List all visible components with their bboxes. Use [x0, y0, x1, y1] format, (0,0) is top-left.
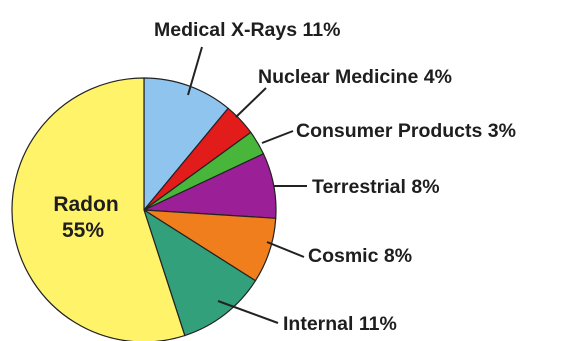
leader-lines-layer	[187, 46, 307, 324]
pie-slice-medical-x-rays	[143, 77, 229, 212]
leader-line-consumer-products	[261, 130, 294, 144]
leader-line-internal	[217, 300, 279, 324]
leader-line-medical-x-rays	[187, 46, 203, 96]
slice-label-cosmic: Cosmic 8%	[308, 245, 412, 267]
slice-label-nuclear-medicine: Nuclear Medicine 4%	[258, 66, 452, 88]
slice-label-medical-x-rays: Medical X-Rays 11%	[154, 19, 340, 41]
slice-label-internal: Internal 11%	[283, 313, 397, 335]
leader-line-nuclear-medicine	[235, 87, 267, 118]
leader-line-cosmic	[266, 241, 305, 258]
slices-layer	[11, 77, 277, 341]
slice-label-terrestrial: Terrestrial 8%	[312, 176, 440, 198]
slice-label-radon-name: Radon	[53, 193, 118, 216]
labels-layer: Medical X-Rays 11% Nuclear Medicine 4% Con…	[53, 19, 516, 335]
slice-label-consumer-products: Consumer Products 3%	[296, 120, 516, 142]
slice-label-radon-value: 55%	[62, 219, 104, 242]
pie-slice-radon	[11, 77, 186, 341]
